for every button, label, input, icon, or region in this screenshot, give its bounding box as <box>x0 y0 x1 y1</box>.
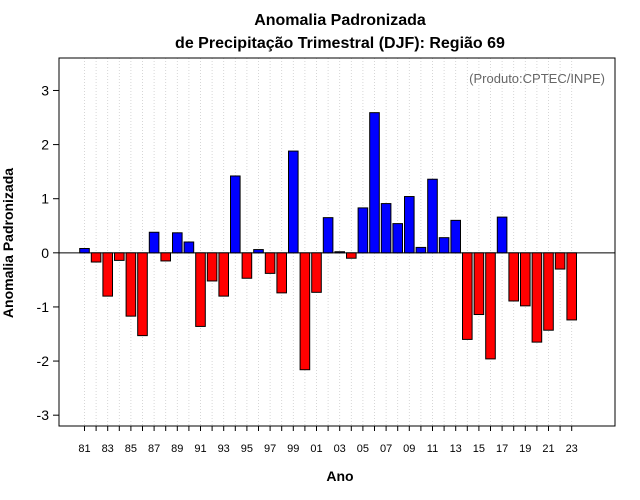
bar-84 <box>114 252 125 261</box>
y-axis-label: Anomalia Padronizada <box>0 168 16 318</box>
bar-85 <box>125 252 137 317</box>
bar-89 <box>172 232 183 254</box>
bar-15 <box>473 252 485 316</box>
bar-17 <box>496 216 508 254</box>
x-tick-label: 03 <box>334 443 346 455</box>
x-tick-label: 81 <box>78 443 90 455</box>
x-tick-label: 05 <box>357 443 369 455</box>
bar-08 <box>392 223 403 254</box>
bar-01 <box>311 252 322 293</box>
bar-81 <box>79 247 90 254</box>
bar-88 <box>160 252 171 262</box>
x-tick-label: 83 <box>102 443 114 455</box>
bar-91 <box>195 252 206 327</box>
bar-86 <box>137 252 148 337</box>
x-tick-label: 95 <box>241 443 253 455</box>
x-tick-label: 13 <box>450 443 462 455</box>
y-tick-label: 2 <box>41 137 49 153</box>
bar-96 <box>253 249 264 254</box>
x-tick-label: 17 <box>496 443 508 455</box>
bar-99 <box>288 150 299 254</box>
bar-98 <box>276 252 287 294</box>
x-axis-ticks: 81 83 85 87 89 91 93 95 97 99 01 03 05 07 09 11 13 15 17 19… <box>78 426 578 455</box>
plot-frame <box>58 57 616 427</box>
x-tick-label: 93 <box>218 443 230 455</box>
bar-95 <box>241 252 253 279</box>
y-axis-ticks: -3 -2 -1 0 1 2 3 <box>37 82 59 423</box>
bar-00 <box>299 252 311 371</box>
y-tick-label: -2 <box>37 353 50 369</box>
bar-14 <box>462 252 473 340</box>
bar-19 <box>520 252 531 307</box>
bar-21 <box>543 252 554 331</box>
y-tick-label: 0 <box>41 245 49 261</box>
bar-93 <box>218 252 229 297</box>
bar-82 <box>90 252 102 263</box>
x-tick-label: 15 <box>473 443 485 455</box>
bar-13 <box>450 219 461 254</box>
bars <box>79 112 578 371</box>
bar-83 <box>102 252 114 297</box>
x-tick-label: 21 <box>542 443 554 455</box>
x-tick-label: 89 <box>171 443 183 455</box>
chart-title-line2: de Precipitação Trimestral (DJF): Região… <box>175 35 505 52</box>
x-tick-label: 97 <box>264 443 276 455</box>
chart-title-line1: Anomalia Padronizada <box>254 12 426 29</box>
credit-label: (Produto:CPTEC/INPE) <box>469 71 605 86</box>
x-tick-label: 87 <box>148 443 160 455</box>
x-tick-label: 91 <box>194 443 206 455</box>
bar-06 <box>369 112 380 254</box>
x-tick-label: 01 <box>310 443 322 455</box>
x-tick-label: 85 <box>125 443 137 455</box>
bar-07 <box>380 203 392 254</box>
bar-10 <box>415 246 427 254</box>
x-tick-label: 07 <box>380 443 392 455</box>
bar-22 <box>554 252 566 270</box>
x-tick-label: 23 <box>566 443 578 455</box>
bar-05 <box>357 207 369 254</box>
bar-11 <box>427 178 438 254</box>
bar-16 <box>485 252 496 360</box>
y-tick-label: 1 <box>41 191 49 207</box>
y-tick-label: -1 <box>37 299 50 315</box>
bar-02 <box>322 217 334 254</box>
bar-94 <box>230 175 241 254</box>
bar-12 <box>438 237 450 254</box>
bar-97 <box>264 252 276 274</box>
y-tick-label: 3 <box>41 82 49 98</box>
x-tick-label: 99 <box>287 443 299 455</box>
x-tick-label: 19 <box>519 443 531 455</box>
bar-90 <box>183 241 195 254</box>
x-tick-label: 11 <box>427 443 438 455</box>
bar-04 <box>346 252 357 259</box>
y-tick-label: -3 <box>37 407 50 423</box>
bar-09 <box>404 196 415 254</box>
bar-18 <box>508 252 519 302</box>
bar-23 <box>566 252 578 321</box>
x-tick-label: 09 <box>403 443 415 455</box>
bar-87 <box>148 231 160 254</box>
bar-92 <box>206 252 218 282</box>
x-axis-label: Ano <box>326 468 353 484</box>
bar-20 <box>531 252 543 343</box>
bar-03 <box>334 251 345 254</box>
